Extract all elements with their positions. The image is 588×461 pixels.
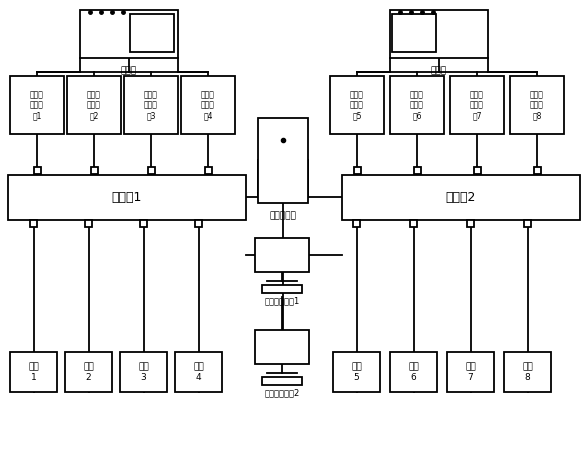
FancyBboxPatch shape <box>413 167 420 174</box>
FancyBboxPatch shape <box>353 167 360 174</box>
FancyBboxPatch shape <box>262 377 302 385</box>
FancyBboxPatch shape <box>175 352 222 392</box>
FancyBboxPatch shape <box>85 220 92 227</box>
FancyBboxPatch shape <box>450 76 504 134</box>
Text: 通道管
理终端
机1: 通道管 理终端 机1 <box>30 90 44 120</box>
FancyBboxPatch shape <box>410 220 417 227</box>
FancyBboxPatch shape <box>258 118 308 203</box>
Text: 工控机2: 工控机2 <box>446 191 476 204</box>
FancyBboxPatch shape <box>181 76 235 134</box>
FancyBboxPatch shape <box>30 220 37 227</box>
Text: 路由器: 路由器 <box>431 66 447 75</box>
FancyBboxPatch shape <box>353 220 360 227</box>
FancyBboxPatch shape <box>510 76 564 134</box>
FancyBboxPatch shape <box>140 220 147 227</box>
Text: 通道管
理终端
机3: 通道管 理终端 机3 <box>144 90 158 120</box>
FancyBboxPatch shape <box>10 352 57 392</box>
Text: 闸机
4: 闸机 4 <box>193 362 204 382</box>
FancyBboxPatch shape <box>65 352 112 392</box>
FancyBboxPatch shape <box>67 76 121 134</box>
Text: 通道管
理终端
机2: 通道管 理终端 机2 <box>87 90 101 120</box>
Text: 通道管
理终端
机6: 通道管 理终端 机6 <box>410 90 424 120</box>
Text: 路由器: 路由器 <box>121 66 137 75</box>
FancyBboxPatch shape <box>10 76 64 134</box>
FancyBboxPatch shape <box>91 167 98 174</box>
Text: 通道监控电脑1: 通道监控电脑1 <box>265 296 300 305</box>
Text: 闸机
3: 闸机 3 <box>138 362 149 382</box>
FancyBboxPatch shape <box>390 10 488 58</box>
Text: 通道管
理终端
机7: 通道管 理终端 机7 <box>470 90 484 120</box>
Text: 闸机
5: 闸机 5 <box>351 362 362 382</box>
Text: 闸机
1: 闸机 1 <box>28 362 39 382</box>
Text: 闸机
8: 闸机 8 <box>522 362 533 382</box>
FancyBboxPatch shape <box>467 220 474 227</box>
FancyBboxPatch shape <box>524 220 531 227</box>
FancyBboxPatch shape <box>120 352 167 392</box>
Text: 工控机1: 工控机1 <box>112 191 142 204</box>
FancyBboxPatch shape <box>80 10 178 58</box>
FancyBboxPatch shape <box>392 14 436 52</box>
FancyBboxPatch shape <box>8 175 246 220</box>
FancyBboxPatch shape <box>473 167 480 174</box>
FancyBboxPatch shape <box>124 76 178 134</box>
FancyBboxPatch shape <box>205 167 212 174</box>
FancyBboxPatch shape <box>262 285 302 293</box>
Text: 闸机
2: 闸机 2 <box>83 362 94 382</box>
Text: 通道管
理终端
机4: 通道管 理终端 机4 <box>201 90 215 120</box>
FancyBboxPatch shape <box>504 352 551 392</box>
FancyBboxPatch shape <box>148 167 155 174</box>
Text: 闸机
7: 闸机 7 <box>465 362 476 382</box>
FancyBboxPatch shape <box>130 14 174 52</box>
FancyBboxPatch shape <box>333 352 380 392</box>
Text: 通道监控电脑2: 通道监控电脑2 <box>265 388 300 397</box>
Text: 通道管
理终端
机5: 通道管 理终端 机5 <box>350 90 364 120</box>
FancyBboxPatch shape <box>342 175 580 220</box>
FancyBboxPatch shape <box>447 352 494 392</box>
FancyBboxPatch shape <box>533 167 540 174</box>
FancyBboxPatch shape <box>255 238 309 272</box>
FancyBboxPatch shape <box>195 220 202 227</box>
FancyBboxPatch shape <box>255 330 309 364</box>
Text: 通道管
理终端
机8: 通道管 理终端 机8 <box>530 90 544 120</box>
FancyBboxPatch shape <box>330 76 384 134</box>
FancyBboxPatch shape <box>390 352 437 392</box>
FancyBboxPatch shape <box>34 167 41 174</box>
Text: 闸机
6: 闸机 6 <box>408 362 419 382</box>
FancyBboxPatch shape <box>390 76 444 134</box>
Text: 中心服务器: 中心服务器 <box>269 211 296 220</box>
